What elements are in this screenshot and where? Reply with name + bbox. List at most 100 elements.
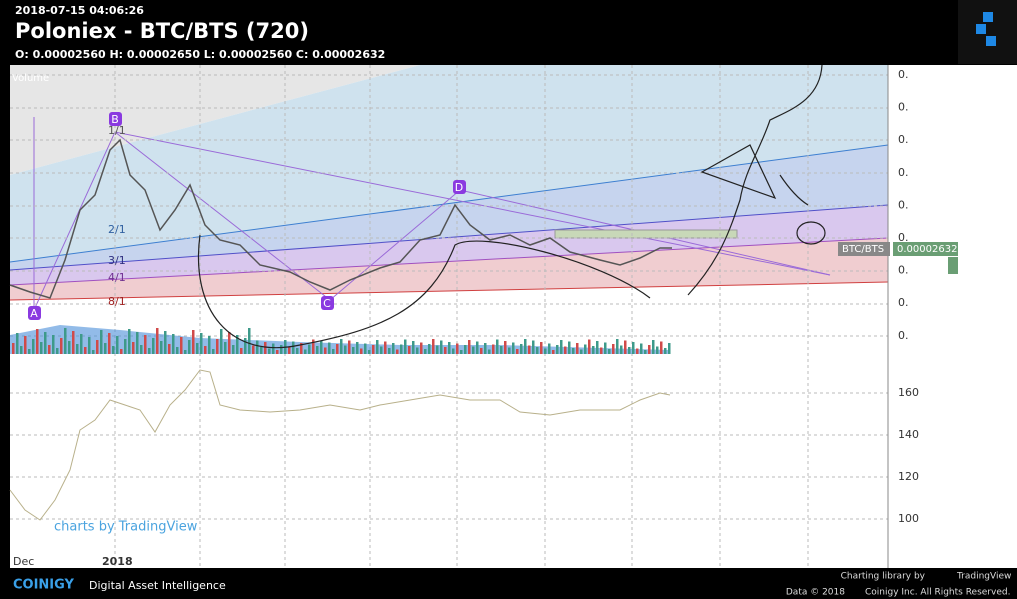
volume-bar bbox=[116, 336, 119, 354]
copyright: Coinigy Inc. All Rights Reserved. bbox=[865, 588, 1010, 598]
volume-bar bbox=[216, 339, 219, 354]
fib-labels: 1/1 2/1 3/1 4/1 8/1 bbox=[108, 124, 126, 308]
volume-bar bbox=[560, 340, 563, 354]
indicator-label: 120 bbox=[898, 470, 919, 483]
volume-bar bbox=[656, 346, 659, 354]
volume-bar bbox=[400, 344, 403, 354]
price-label: 0. bbox=[898, 101, 909, 114]
last-volume-box bbox=[948, 257, 958, 274]
volume-bar bbox=[28, 349, 31, 354]
volume-bar bbox=[576, 343, 579, 354]
volume-bar bbox=[200, 333, 203, 354]
volume-bar bbox=[360, 348, 363, 354]
price-label: 0. bbox=[898, 68, 909, 81]
price-label: 0. bbox=[898, 329, 909, 342]
title: Poloniex - BTC/BTS (720) bbox=[15, 19, 309, 43]
volume-bar bbox=[556, 345, 559, 354]
volume-bar bbox=[36, 329, 39, 354]
price-line bbox=[9, 138, 672, 299]
volume-bar bbox=[428, 344, 431, 354]
indicator-label: 100 bbox=[898, 512, 919, 525]
indicator-label: 160 bbox=[898, 386, 919, 399]
price-label: 0. bbox=[898, 133, 909, 146]
volume-bar bbox=[600, 347, 603, 354]
volume-bar bbox=[416, 347, 419, 354]
volume-bar bbox=[516, 349, 519, 354]
last-price-box bbox=[893, 242, 958, 256]
volume-bar bbox=[112, 346, 115, 354]
volume-bar bbox=[128, 329, 131, 354]
volume-bar bbox=[444, 347, 447, 354]
volume-bar bbox=[148, 348, 151, 354]
volume-bar bbox=[368, 350, 371, 354]
volume-bar bbox=[88, 337, 91, 354]
volume-bar bbox=[392, 343, 395, 354]
volume-bar bbox=[660, 341, 663, 354]
volume bbox=[10, 325, 671, 354]
copyright-year: Data © 2018 bbox=[786, 588, 845, 598]
volume-bar bbox=[652, 340, 655, 354]
volume-bar bbox=[352, 347, 355, 354]
time-label: Dec bbox=[13, 555, 34, 568]
volume-bar bbox=[448, 342, 451, 354]
point-label: A bbox=[30, 307, 38, 320]
volume-bar bbox=[96, 340, 99, 354]
volume-bar bbox=[308, 344, 311, 354]
volume-bar bbox=[456, 343, 459, 354]
volume-bar bbox=[80, 334, 83, 354]
volume-bar bbox=[228, 332, 231, 354]
volume-bar bbox=[20, 346, 23, 354]
volume-bar bbox=[596, 341, 599, 354]
volume-bar bbox=[328, 342, 331, 354]
volume-bar bbox=[320, 341, 323, 354]
point-label: B bbox=[111, 113, 119, 126]
volume-bar bbox=[624, 340, 627, 354]
volume-bar bbox=[268, 348, 271, 354]
volume-bar bbox=[192, 330, 195, 354]
volume-bar bbox=[532, 340, 535, 354]
fib-label: 8/1 bbox=[108, 295, 126, 308]
volume-bar bbox=[440, 340, 443, 354]
volume-bar bbox=[140, 345, 143, 354]
volume-bar bbox=[584, 344, 587, 354]
volume-bar bbox=[544, 348, 547, 354]
fib-label: 1/1 bbox=[108, 124, 126, 137]
volume-bar bbox=[496, 339, 499, 354]
volume-bar bbox=[208, 336, 211, 354]
volume-bar bbox=[252, 345, 255, 354]
volume-bar bbox=[232, 345, 235, 354]
volume-bar bbox=[40, 342, 43, 354]
point-label: D bbox=[455, 181, 463, 194]
price-label: 0. bbox=[898, 231, 909, 244]
volume-bar bbox=[436, 345, 439, 354]
volume-bar bbox=[172, 334, 175, 354]
volume-bar bbox=[72, 331, 75, 354]
volume-bar bbox=[528, 345, 531, 354]
volume-bar bbox=[480, 348, 483, 354]
volume-bar bbox=[488, 349, 491, 354]
volume-bar bbox=[356, 342, 359, 354]
volume-bar bbox=[264, 342, 267, 354]
drawings bbox=[198, 64, 826, 349]
volume-bar bbox=[60, 338, 63, 354]
volume-bar bbox=[388, 348, 391, 354]
logo-box bbox=[958, 0, 1017, 64]
volume-bar bbox=[204, 346, 207, 354]
volume-bar bbox=[124, 339, 127, 354]
volume-bar bbox=[592, 346, 595, 354]
volume-bar bbox=[52, 335, 55, 354]
volume-bar bbox=[212, 349, 215, 354]
volume-bar bbox=[372, 345, 375, 354]
volume-bar bbox=[512, 342, 515, 354]
volume-bar bbox=[100, 330, 103, 354]
volume-bar bbox=[568, 341, 571, 354]
volume-bar bbox=[32, 339, 35, 354]
tagline: Digital Asset Intelligence bbox=[89, 579, 226, 592]
volume-bar bbox=[604, 342, 607, 354]
price-label: 0. bbox=[898, 296, 909, 309]
volume-bar bbox=[424, 349, 427, 354]
volume-bar bbox=[48, 345, 51, 354]
volume-bar bbox=[24, 336, 27, 354]
grid bbox=[10, 65, 888, 568]
volume-bar bbox=[108, 333, 111, 354]
